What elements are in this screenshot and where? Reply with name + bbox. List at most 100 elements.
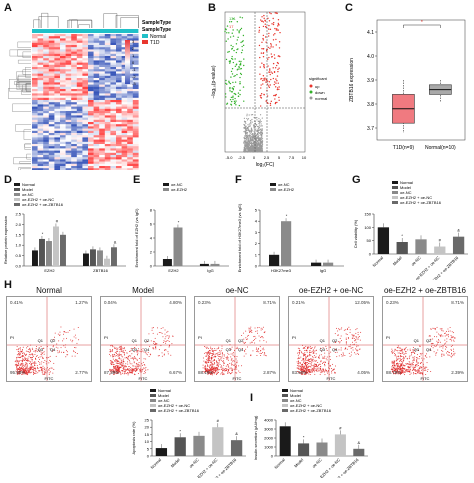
heatmap-cell	[127, 115, 133, 117]
heatmap-cell	[60, 129, 66, 131]
event-dot	[132, 373, 133, 374]
heatmap-cell	[127, 118, 133, 120]
heatmap-cell	[82, 87, 88, 89]
heatmap-cell	[71, 113, 77, 115]
heatmap-cell	[38, 166, 44, 168]
quadrant-label: Q4	[50, 347, 56, 352]
event-dot	[21, 364, 22, 365]
dendrogram-branch	[20, 169, 31, 170]
dendrogram-branch	[10, 50, 31, 56]
heatmap-cell	[71, 131, 77, 133]
point-down	[226, 59, 227, 60]
event-dot	[299, 352, 300, 353]
point-down	[239, 77, 240, 78]
heatmap-cell	[43, 41, 49, 43]
event-dot	[393, 367, 394, 368]
event-dot	[335, 333, 336, 334]
event-dot	[315, 366, 316, 367]
event-dot	[245, 342, 246, 343]
point-normal	[253, 143, 254, 144]
event-dot	[38, 361, 39, 362]
heatmap-cell	[66, 162, 72, 164]
heatmap-cell	[49, 144, 55, 146]
event-dot	[35, 370, 36, 371]
point-normal	[259, 122, 260, 123]
event-dot	[134, 356, 135, 357]
heatmap-cell	[99, 56, 105, 58]
point-down	[238, 66, 239, 67]
heatmap-cell	[43, 91, 49, 93]
event-dot	[263, 327, 264, 328]
event-dot	[303, 348, 304, 349]
point-normal	[247, 146, 248, 147]
event-dot	[59, 352, 60, 353]
heatmap-cell	[116, 148, 122, 150]
event-dot	[75, 356, 76, 357]
heatmap-cell	[116, 118, 122, 120]
event-dot	[130, 355, 131, 356]
heatmap-cell	[94, 124, 100, 126]
heatmap-cell	[43, 102, 49, 104]
event-dot	[110, 349, 111, 350]
event-dot	[233, 352, 234, 353]
event-dot	[125, 363, 126, 364]
event-dot	[350, 346, 351, 347]
event-dot	[31, 359, 32, 360]
heatmap-cell	[66, 155, 72, 157]
heatmap-cell	[105, 115, 111, 117]
event-dot	[49, 374, 50, 375]
heatmap-cell	[38, 85, 44, 87]
heatmap-cell	[60, 45, 66, 47]
event-dot	[318, 368, 319, 369]
heatmap-cell	[54, 87, 60, 89]
event-dot	[24, 357, 25, 358]
heatmap-cell	[38, 89, 44, 91]
event-dot	[323, 370, 324, 371]
event-dot	[123, 352, 124, 353]
event-dot	[223, 358, 224, 359]
event-dot	[337, 330, 338, 331]
heatmap-cell	[116, 140, 122, 142]
event-dot	[403, 354, 404, 355]
heatmap-cell	[77, 87, 83, 89]
heatmap-cell	[49, 124, 55, 126]
heatmap-cell	[122, 120, 128, 122]
point-normal	[252, 151, 253, 152]
point-up	[272, 46, 273, 47]
heatmap-cell	[88, 122, 94, 124]
heatmap-cell	[54, 122, 60, 124]
point-up	[263, 26, 264, 27]
event-dot	[36, 373, 37, 374]
heatmap-cell	[122, 159, 128, 161]
point-down	[234, 58, 235, 59]
heatmap-cell	[116, 45, 122, 47]
row-dendrogram	[8, 42, 31, 170]
heatmap-cell	[38, 52, 44, 54]
point-down	[242, 50, 243, 51]
heatmap-cell	[49, 87, 55, 89]
point-down	[241, 46, 242, 47]
heatmap-cell	[66, 113, 72, 115]
heatmap-cell	[88, 142, 94, 144]
x-tick-label: Normal	[371, 255, 384, 268]
heatmap-cell	[38, 56, 44, 58]
event-dot	[210, 365, 211, 366]
quadrant-percentage: 2.87%	[263, 370, 276, 375]
event-dot	[215, 354, 216, 355]
dendrogram-branch	[18, 50, 31, 56]
point-down	[231, 71, 232, 72]
event-dot	[325, 369, 326, 370]
event-dot	[304, 368, 305, 369]
event-dot	[318, 370, 319, 371]
event-dot	[216, 373, 217, 374]
event-dot	[119, 355, 120, 356]
heatmap-cell	[71, 45, 77, 47]
event-dot	[214, 356, 215, 357]
event-dot	[161, 328, 162, 329]
event-dot	[325, 371, 326, 372]
event-dot	[121, 360, 122, 361]
event-dot	[235, 372, 236, 373]
heatmap-cell	[60, 43, 66, 45]
heatmap-cell	[32, 113, 38, 115]
event-dot	[358, 332, 359, 333]
